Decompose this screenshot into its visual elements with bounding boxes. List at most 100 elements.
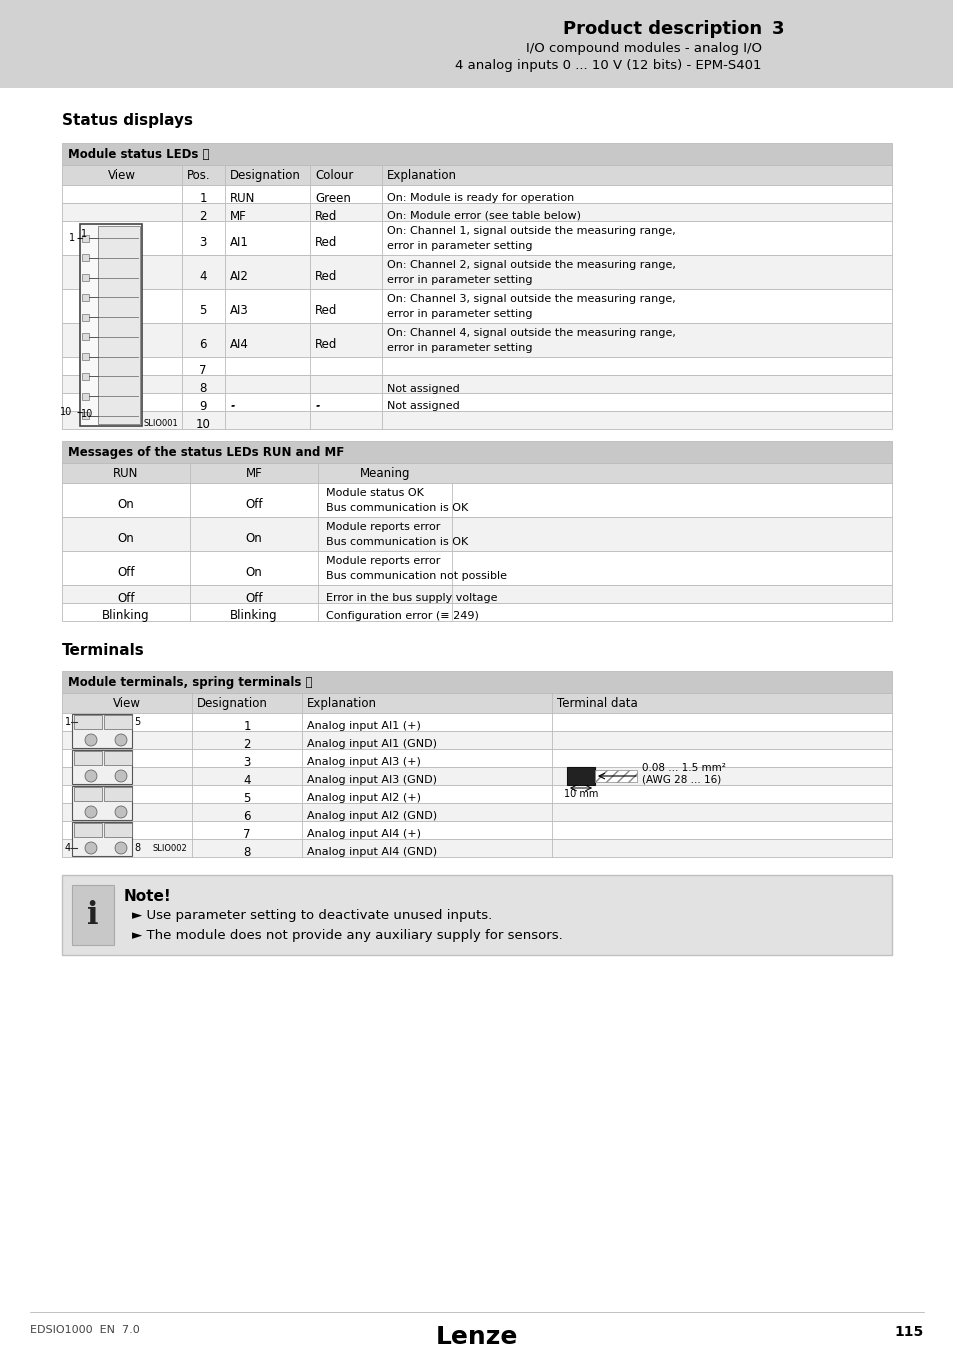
Text: ► The module does not provide any auxiliary supply for sensors.: ► The module does not provide any auxili… xyxy=(132,929,562,942)
Text: View: View xyxy=(108,169,136,182)
Bar xyxy=(62,838,891,857)
Bar xyxy=(62,165,891,185)
Bar xyxy=(62,875,891,954)
Bar xyxy=(98,225,140,424)
Bar xyxy=(62,221,891,255)
Text: On: Channel 1, signal outside the measuring range,: On: Channel 1, signal outside the measur… xyxy=(387,225,675,236)
Text: Analog input AI1 (+): Analog input AI1 (+) xyxy=(307,721,420,730)
Text: On: Channel 2, signal outside the measuring range,: On: Channel 2, signal outside the measur… xyxy=(387,261,675,270)
Text: On: On xyxy=(245,532,262,544)
Text: –: – xyxy=(77,406,82,417)
Text: MF: MF xyxy=(245,467,262,481)
Circle shape xyxy=(115,769,127,782)
Text: 3: 3 xyxy=(199,235,207,248)
Text: 7: 7 xyxy=(243,828,251,841)
Bar xyxy=(74,751,102,765)
Text: Bus communication is OK: Bus communication is OK xyxy=(326,504,468,513)
Text: Red: Red xyxy=(314,270,337,282)
Text: Module reports error: Module reports error xyxy=(326,556,440,566)
Text: Off: Off xyxy=(245,591,262,605)
Text: Product description: Product description xyxy=(562,20,761,38)
Text: i: i xyxy=(87,899,99,930)
Text: 2: 2 xyxy=(243,737,251,751)
Bar xyxy=(62,463,891,483)
Text: Analog input AI2 (+): Analog input AI2 (+) xyxy=(307,792,420,803)
Text: 1: 1 xyxy=(65,717,71,728)
Text: 3: 3 xyxy=(771,20,783,38)
Bar xyxy=(62,603,891,621)
Bar xyxy=(62,441,891,463)
Bar xyxy=(62,730,891,749)
Bar xyxy=(62,289,891,323)
Text: error in parameter setting: error in parameter setting xyxy=(387,343,532,352)
Bar xyxy=(62,767,891,784)
Bar xyxy=(595,769,637,782)
Text: Red: Red xyxy=(314,235,337,248)
Text: 10: 10 xyxy=(60,406,71,417)
Text: On: Module error (see table below): On: Module error (see table below) xyxy=(387,211,580,221)
Text: 5: 5 xyxy=(133,717,140,728)
Text: Explanation: Explanation xyxy=(387,169,456,182)
Circle shape xyxy=(115,842,127,855)
Text: ► Use parameter setting to deactivate unused inputs.: ► Use parameter setting to deactivate un… xyxy=(132,909,492,922)
Text: -: - xyxy=(314,400,319,413)
Circle shape xyxy=(85,769,97,782)
Text: 6: 6 xyxy=(243,810,251,822)
Text: Configuration error (≡ 249): Configuration error (≡ 249) xyxy=(326,612,478,621)
Text: 4: 4 xyxy=(199,270,207,282)
Text: Analog input AI4 (GND): Analog input AI4 (GND) xyxy=(307,846,436,857)
Bar xyxy=(62,693,891,713)
Bar xyxy=(62,551,891,585)
Text: AI2: AI2 xyxy=(230,270,249,282)
Text: -: - xyxy=(230,401,233,410)
Text: Red: Red xyxy=(314,338,337,351)
Text: AI3: AI3 xyxy=(230,304,249,316)
Bar xyxy=(62,375,891,393)
Text: Module terminals, spring terminals Ⓑ: Module terminals, spring terminals Ⓑ xyxy=(68,676,313,688)
Text: On: Module is ready for operation: On: Module is ready for operation xyxy=(387,193,574,202)
Text: error in parameter setting: error in parameter setting xyxy=(387,275,532,285)
Text: Analog input AI3 (+): Analog input AI3 (+) xyxy=(307,757,420,767)
Bar xyxy=(82,333,89,340)
Text: SLIO001: SLIO001 xyxy=(143,420,178,428)
Text: Designation: Designation xyxy=(230,169,300,182)
Text: I/O compound modules - analog I/O: I/O compound modules - analog I/O xyxy=(525,42,761,55)
Text: 8: 8 xyxy=(243,845,251,859)
Text: Meaning: Meaning xyxy=(359,467,410,481)
Bar xyxy=(74,716,102,729)
Text: 5: 5 xyxy=(243,791,251,805)
Bar xyxy=(62,821,891,838)
Text: 4: 4 xyxy=(65,842,71,853)
Text: (AWG 28 ... 16): (AWG 28 ... 16) xyxy=(641,775,720,784)
Bar xyxy=(62,585,891,603)
Bar xyxy=(82,373,89,379)
Bar xyxy=(82,274,89,281)
Text: On: Channel 3, signal outside the measuring range,: On: Channel 3, signal outside the measur… xyxy=(387,294,675,304)
Bar xyxy=(62,483,891,517)
Text: Red: Red xyxy=(314,209,337,223)
Bar xyxy=(62,749,891,767)
Bar xyxy=(104,716,132,729)
Text: Bus communication not possible: Bus communication not possible xyxy=(326,571,506,582)
Bar xyxy=(62,517,891,551)
Text: AI4: AI4 xyxy=(230,338,249,351)
Text: 1: 1 xyxy=(199,192,207,204)
Bar xyxy=(71,786,132,819)
Bar xyxy=(62,713,891,730)
Bar xyxy=(62,393,891,410)
Text: Analog input AI1 (GND): Analog input AI1 (GND) xyxy=(307,738,436,749)
Text: -: - xyxy=(230,400,234,413)
Text: Messages of the status LEDs RUN and MF: Messages of the status LEDs RUN and MF xyxy=(68,446,344,459)
Text: RUN: RUN xyxy=(230,192,255,204)
Text: Explanation: Explanation xyxy=(307,697,376,710)
Bar xyxy=(71,822,132,856)
Bar xyxy=(71,714,132,748)
Bar xyxy=(62,803,891,821)
Circle shape xyxy=(85,806,97,818)
Bar xyxy=(74,824,102,837)
Bar xyxy=(71,751,132,784)
Bar xyxy=(82,313,89,321)
Bar xyxy=(566,767,595,784)
Text: Module status LEDs Ⓐ: Module status LEDs Ⓐ xyxy=(68,148,210,161)
Text: Analog input AI2 (GND): Analog input AI2 (GND) xyxy=(307,811,436,821)
